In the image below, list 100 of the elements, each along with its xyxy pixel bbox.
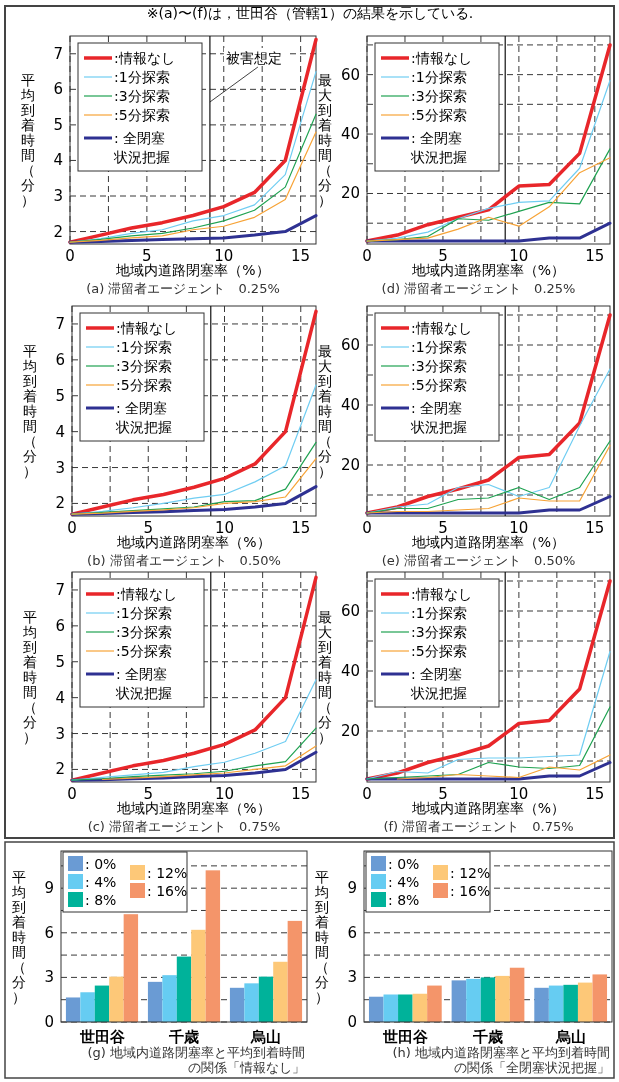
bar [495, 975, 510, 1022]
bar [191, 929, 206, 1022]
y-tick-label: 60 [340, 602, 360, 620]
legend-label: : 4% [85, 874, 117, 890]
bar [548, 985, 564, 1022]
bar [563, 984, 578, 1022]
y-tick-label: 5 [55, 386, 65, 405]
x-tick-label: 5 [438, 247, 448, 265]
x-axis-title: 地域内道路閉塞率（%） [410, 800, 566, 816]
legend-label: :情報なし [411, 320, 472, 336]
legend-label: :3分探索 [116, 358, 172, 374]
y-tick-label: 7 [55, 580, 65, 599]
x-tick-label: 0 [67, 785, 77, 803]
x-axis-title: 地域内道路閉塞率（%） [116, 800, 271, 816]
y-tick-label: 2 [55, 494, 65, 513]
bar [80, 992, 95, 1022]
legend-label: :情報なし [114, 50, 175, 66]
x-tick-label: 世田谷 [381, 1028, 429, 1046]
y-tick-label: 40 [340, 396, 360, 414]
y-tick-label: 3 [53, 187, 63, 205]
bar [176, 956, 192, 1022]
x-tick-label: 15 [585, 247, 605, 265]
x-axis-title: 地域内道路閉塞率（%） [115, 262, 270, 278]
x-tick-label: 烏山 [250, 1028, 281, 1046]
x-tick-label: 0 [362, 785, 372, 803]
x-tick-label: 5 [143, 785, 154, 803]
y-tick-label: 4 [55, 688, 65, 707]
bar [147, 981, 163, 1022]
legend-label: :5分探索 [411, 107, 467, 123]
x-tick-label: 千歳 [168, 1028, 199, 1046]
legend-label: :5分探索 [411, 377, 467, 393]
bar [287, 920, 303, 1022]
x-axis-title: 地域内道路閉塞率（%） [410, 262, 566, 278]
x-tick-label: 千歳 [472, 1028, 503, 1046]
y-tick-label: 60 [340, 65, 360, 84]
legend-label: :情報なし [116, 586, 177, 602]
legend-label: : 全閉塞状況把握 [410, 400, 467, 435]
y-tick-label: 20 [340, 722, 360, 740]
y-tick-label: 0 [347, 1013, 357, 1031]
text: ※(a)〜(f)は，世田谷（管轄1）の結果を示している. [146, 5, 474, 21]
line-series [366, 706, 611, 780]
legend-label: :3分探索 [411, 624, 467, 640]
bar [65, 997, 81, 1022]
text: (f) 滞留者エージェント 0.75% [383, 819, 574, 834]
bar [109, 976, 124, 1022]
legend-label: :3分探索 [114, 88, 170, 104]
legend-label: :情報なし [411, 586, 472, 602]
legend-label: :情報なし [116, 320, 177, 336]
line-series [71, 457, 317, 515]
legend-label: :3分探索 [411, 88, 467, 104]
text: (e) 滞留者エージェント 0.50% [381, 553, 576, 568]
bar [368, 996, 384, 1022]
legend-label: : 12% [147, 865, 188, 881]
bar [412, 993, 428, 1022]
y-tick-label: 6 [53, 80, 63, 99]
legend-label: : 8% [85, 892, 117, 908]
legend-label: :3分探索 [411, 358, 467, 374]
line-series [101, 745, 317, 781]
bar [258, 976, 274, 1022]
bar [427, 985, 442, 1022]
text: 平均到着時間（分） [23, 609, 37, 745]
y-tick-label: 20 [340, 184, 360, 203]
y-tick-label: 20 [340, 456, 360, 474]
legend-label: :5分探索 [116, 377, 172, 393]
y-tick-label: 6 [44, 923, 54, 942]
x-tick-label: 5 [143, 519, 154, 537]
x-tick-label: 15 [291, 785, 311, 803]
text: 最大到着時間（分） [318, 72, 332, 208]
y-tick-label: 3 [55, 724, 65, 743]
legend-label: : 全閉塞状況把握 [115, 400, 172, 435]
legend-label: : 全閉塞状況把握 [410, 130, 467, 165]
x-tick-label: 0 [362, 247, 372, 265]
legend-label: : 8% [388, 892, 420, 908]
x-tick-label: 烏山 [554, 1028, 586, 1046]
y-tick-label: 4 [53, 151, 63, 170]
bar [94, 985, 110, 1022]
y-tick-label: 40 [340, 125, 360, 144]
x-tick-label: 15 [585, 785, 605, 803]
text: (d) 滞留者エージェント 0.25% [381, 281, 576, 296]
legend-label: :1分探索 [411, 339, 467, 355]
y-tick-label: 6 [55, 350, 65, 369]
bar [383, 994, 399, 1022]
y-tick-label: 2 [55, 760, 65, 779]
text: 平均到着時間（分） [12, 868, 26, 1005]
legend-label: : 全閉塞状況把握 [113, 130, 170, 165]
y-tick-label: 3 [347, 968, 357, 987]
bar [466, 978, 481, 1022]
legend-label: :3分探索 [116, 624, 172, 640]
bar [123, 914, 139, 1022]
legend-label: :1分探索 [411, 69, 467, 85]
x-tick-label: 15 [585, 519, 605, 537]
line-series [396, 754, 611, 780]
y-tick-label: 60 [340, 336, 360, 354]
x-tick-label: 0 [67, 519, 77, 537]
bar [273, 961, 288, 1022]
x-tick-label: 5 [438, 785, 448, 803]
y-tick-label: 2 [53, 222, 63, 241]
y-tick-label: 9 [44, 879, 54, 898]
legend-label: :5分探索 [114, 107, 170, 123]
x-tick-label: 15 [291, 519, 311, 537]
